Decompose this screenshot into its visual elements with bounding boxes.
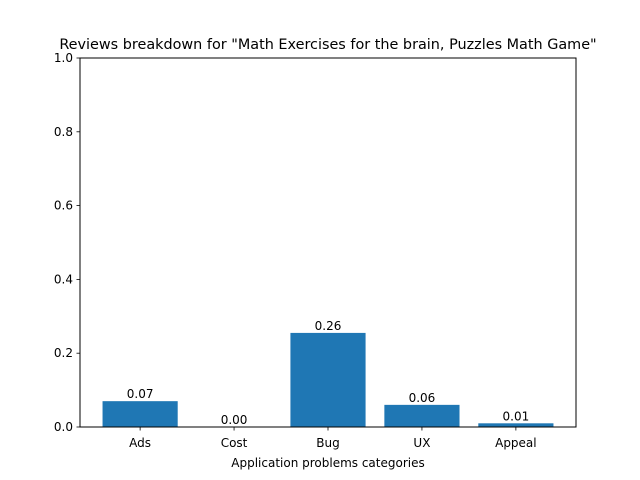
y-axis: 0.0 0.2 0.4 0.6 0.8 1.0 <box>54 51 80 434</box>
bar-ux <box>384 404 460 427</box>
x-tick-label: Bug <box>316 436 339 450</box>
bar-appeal <box>478 423 554 427</box>
data-label-ux: 0.06 <box>409 391 436 405</box>
x-axis-label: Application problems categories <box>231 456 424 470</box>
data-label-cost: 0.00 <box>221 413 248 427</box>
x-tick-label: UX <box>413 436 430 450</box>
x-axis: Ads Cost Bug UX Appeal <box>129 427 537 450</box>
data-label-bug: 0.26 <box>315 319 342 333</box>
chart-title: Reviews breakdown for "Math Exercises fo… <box>59 37 596 53</box>
data-label-appeal: 0.01 <box>503 409 530 423</box>
plot-frame <box>79 57 577 428</box>
y-tick-label: 0.0 <box>54 420 73 434</box>
y-tick-label: 0.8 <box>54 125 73 139</box>
data-label-ads: 0.07 <box>127 387 154 401</box>
x-tick-label: Appeal <box>495 436 537 450</box>
y-tick-label: 0.4 <box>54 272 73 286</box>
y-tick-label: 0.6 <box>54 199 73 213</box>
y-tick-label: 1.0 <box>54 51 73 65</box>
data-labels-group: 0.07 0.00 0.26 0.06 0.01 <box>127 319 529 427</box>
x-tick-label: Cost <box>221 436 248 450</box>
y-tick-label: 0.2 <box>54 346 73 360</box>
x-tick-label: Ads <box>129 436 151 450</box>
bar-bug <box>290 332 366 427</box>
bars-group <box>102 332 554 427</box>
bar-ads <box>102 401 178 427</box>
